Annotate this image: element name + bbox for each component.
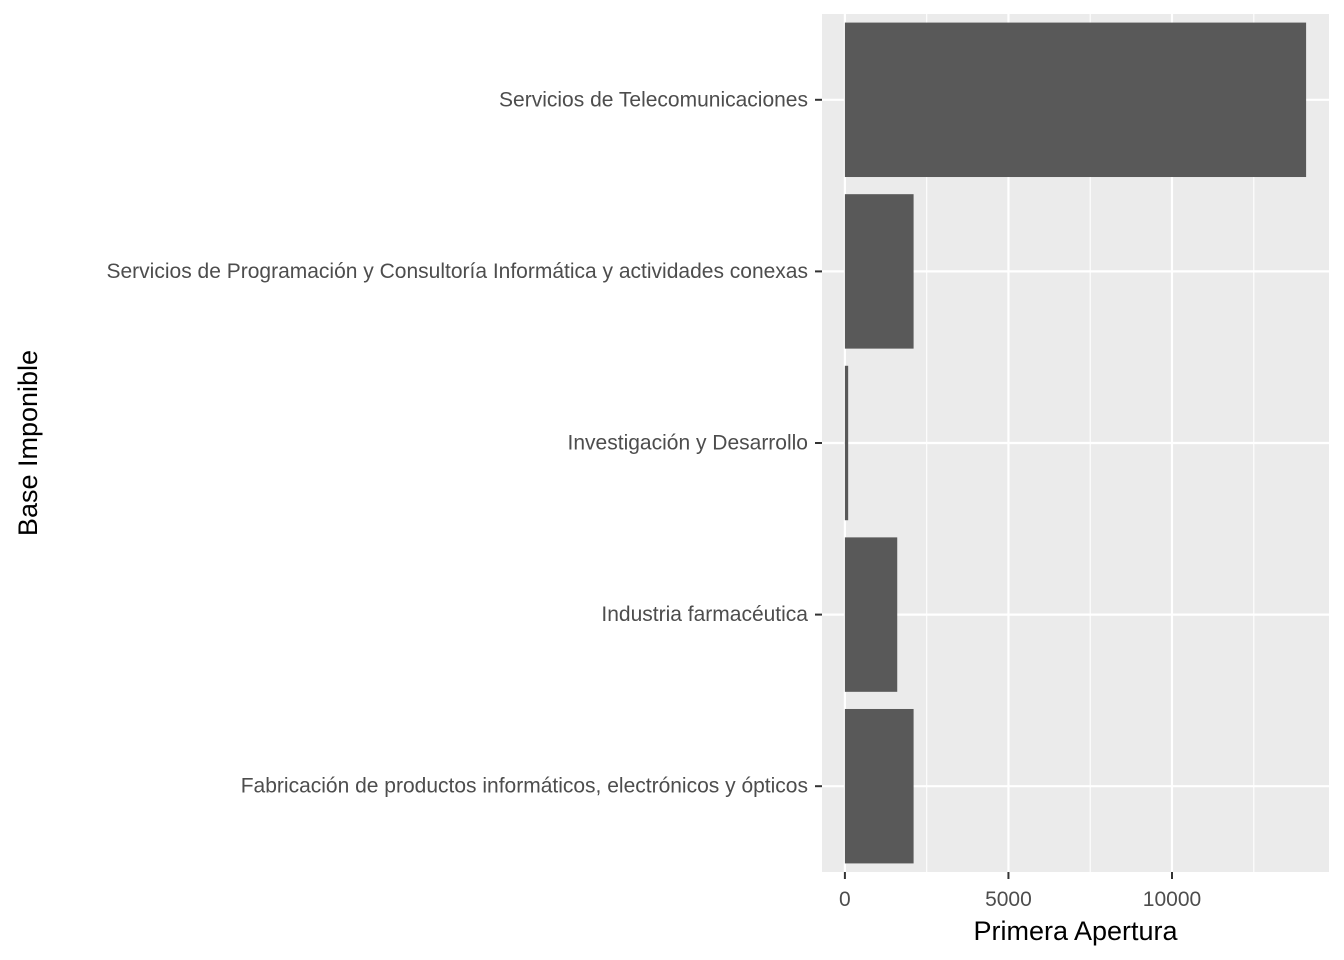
y-axis: Fabricación de productos informáticos, e… (107, 88, 822, 798)
bar (844, 194, 914, 349)
y-tick-label: Servicios de Programación y Consultoría … (107, 260, 809, 283)
bar (844, 708, 914, 864)
x-tick-label: 10000 (1143, 888, 1201, 911)
y-tick-label: Fabricación de productos informáticos, e… (241, 775, 808, 798)
y-axis-title: Base Imponible (13, 350, 43, 536)
x-tick-label: 5000 (985, 888, 1032, 911)
bar (844, 365, 849, 521)
y-tick-label: Investigación y Desarrollo (568, 432, 808, 455)
x-tick-label: 0 (839, 888, 851, 911)
y-tick-label: Servicios de Telecomunicaciones (499, 88, 808, 111)
bar (844, 22, 1307, 178)
bars (844, 22, 1307, 864)
y-tick-label: Industria farmacéutica (601, 603, 808, 626)
x-axis-title: Primera Apertura (973, 916, 1178, 946)
bar (844, 537, 898, 692)
x-axis: 0 5000 10000 (839, 872, 1201, 911)
